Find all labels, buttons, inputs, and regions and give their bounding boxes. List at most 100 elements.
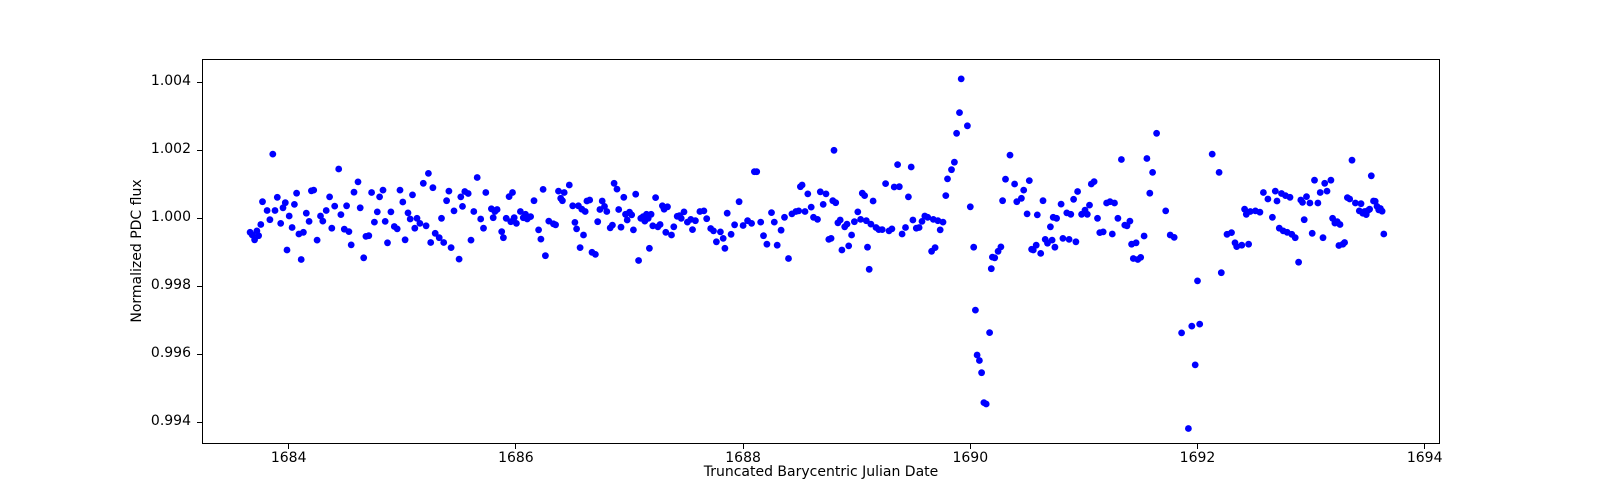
data-point (609, 221, 616, 229)
data-point (832, 199, 840, 207)
data-point (735, 198, 743, 206)
data-point (399, 198, 407, 206)
data-point (404, 209, 412, 217)
data-point (337, 211, 345, 219)
data-point (1006, 151, 1014, 159)
data-point (1137, 254, 1145, 261)
data-point (291, 201, 298, 208)
data-point (882, 180, 889, 187)
data-point (310, 186, 318, 194)
data-point (689, 226, 696, 234)
data-point (703, 215, 711, 223)
data-point (396, 186, 404, 194)
data-point (1099, 228, 1107, 236)
data-point (1291, 234, 1299, 242)
data-point (785, 255, 792, 262)
data-point (422, 222, 430, 230)
data-point (1208, 150, 1216, 158)
data-point (319, 217, 327, 225)
data-point (1126, 217, 1134, 225)
data-point (569, 202, 577, 210)
data-point (1118, 156, 1125, 163)
data-point (1357, 200, 1365, 208)
data-point (801, 208, 809, 215)
data-point (845, 242, 853, 250)
data-point (509, 189, 516, 196)
data-point (555, 187, 562, 195)
data-point (939, 218, 947, 226)
data-point (970, 243, 978, 251)
data-point (559, 197, 566, 205)
data-point (279, 204, 287, 212)
x-tick-mark (969, 444, 971, 449)
y-tick-mark (197, 421, 202, 423)
data-point (1256, 208, 1264, 216)
data-point (753, 168, 761, 176)
data-point (781, 213, 788, 221)
y-tick-label: 0.998 (150, 277, 191, 293)
y-tick-label: 1.004 (150, 73, 191, 89)
data-point (513, 220, 520, 227)
data-point (293, 189, 300, 197)
data-point (865, 265, 873, 273)
data-point (598, 197, 606, 205)
data-point (281, 199, 289, 207)
data-point (1352, 199, 1359, 207)
data-point (652, 194, 659, 202)
data-point (416, 220, 424, 227)
data-point (814, 216, 821, 223)
data-point (1090, 178, 1098, 185)
data-point (973, 351, 981, 359)
data-point (1273, 197, 1281, 205)
data-point (1188, 322, 1196, 330)
data-point (435, 234, 443, 242)
data-point (795, 207, 803, 215)
data-point (857, 216, 864, 223)
data-point (464, 190, 472, 197)
data-point (379, 186, 387, 194)
data-point (288, 224, 296, 231)
data-point (450, 207, 458, 215)
data-point (953, 129, 960, 137)
data-point (1074, 188, 1081, 195)
data-point (419, 179, 427, 187)
data-point (277, 220, 285, 227)
data-point (836, 216, 844, 224)
data-point (1215, 169, 1223, 176)
data-point (371, 218, 378, 226)
data-point (902, 224, 909, 231)
data-point (297, 256, 305, 263)
data-point (1018, 194, 1025, 202)
data-point (770, 218, 778, 226)
data-point (345, 228, 353, 236)
data-point (942, 192, 950, 200)
data-point (517, 208, 524, 215)
x-tick-label: 1690 (952, 450, 989, 466)
data-point (1286, 193, 1294, 201)
data-point (328, 224, 336, 232)
data-point (1023, 210, 1031, 218)
data-point (1308, 229, 1316, 237)
data-point (888, 225, 896, 233)
data-point (429, 184, 437, 192)
data-point (677, 214, 685, 222)
data-point (1059, 235, 1067, 242)
data-point (966, 203, 974, 211)
data-point (827, 235, 835, 242)
y-tick-label: 1.000 (150, 209, 191, 225)
data-point (565, 181, 573, 189)
data-point (300, 228, 307, 236)
data-point (1269, 213, 1276, 221)
data-point (986, 329, 993, 336)
x-tick-mark (288, 444, 290, 449)
scatter-dots (246, 75, 1388, 432)
data-point (717, 228, 724, 236)
data-point (493, 206, 501, 213)
data-point (918, 218, 926, 225)
data-point (915, 224, 923, 231)
data-point (1306, 199, 1314, 207)
data-point (1032, 241, 1040, 249)
data-point (1348, 156, 1356, 164)
data-point (843, 220, 851, 228)
